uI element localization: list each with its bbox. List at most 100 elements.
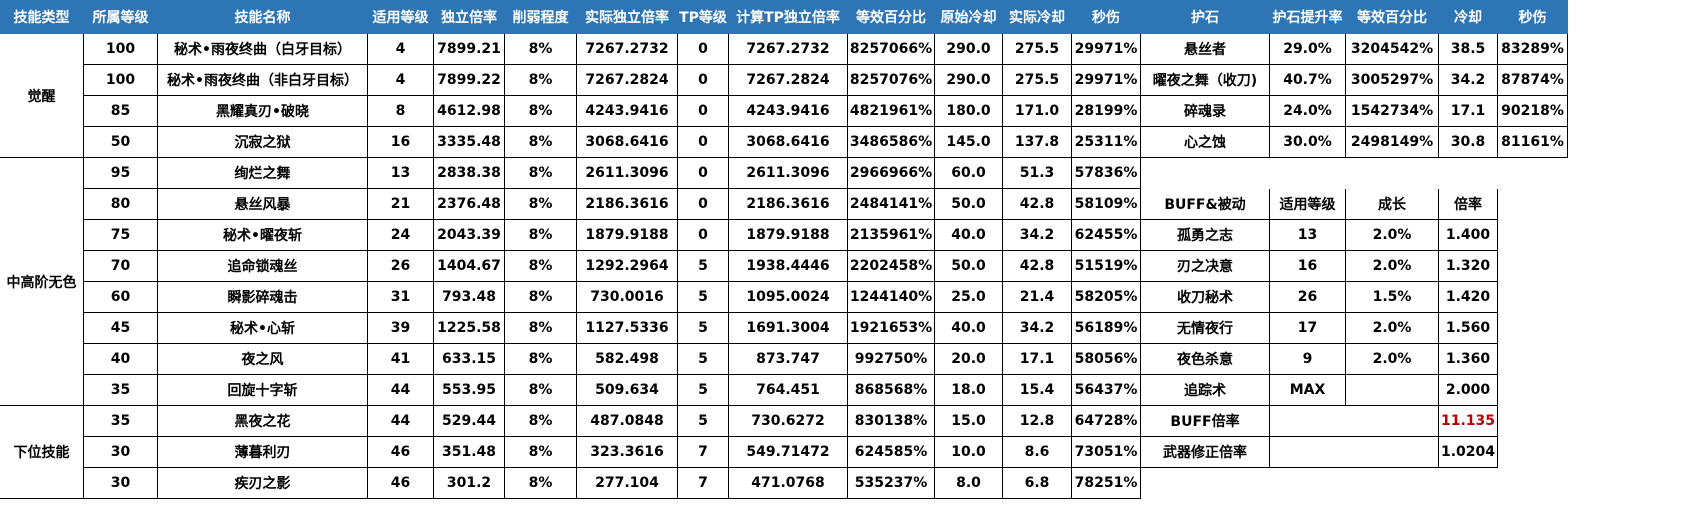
header-cell[interactable]: 技能名称 (158, 0, 368, 34)
weapon-label[interactable]: 武器修正倍率 (1141, 437, 1270, 468)
buff-cell[interactable]: 1.320 (1439, 251, 1498, 282)
skill-cell[interactable]: 7267.2732 (729, 34, 848, 65)
skill-cell[interactable]: 44 (368, 406, 434, 437)
skill-cell[interactable]: 26 (368, 251, 434, 282)
skill-cell[interactable]: 529.44 (434, 406, 505, 437)
stone-cell[interactable]: 悬丝者 (1141, 34, 1270, 65)
header-cell[interactable]: 计算TP独立倍率 (729, 0, 848, 34)
skill-cell[interactable]: 2376.48 (434, 189, 505, 220)
skill-cell[interactable]: 8% (505, 127, 577, 158)
buff-cell[interactable] (1346, 375, 1439, 406)
skill-cell[interactable]: 0 (678, 158, 729, 189)
skill-cell[interactable]: 44 (368, 375, 434, 406)
weapon-value[interactable]: 1.0204 (1439, 437, 1498, 468)
skill-cell[interactable]: 5 (678, 313, 729, 344)
skill-cell[interactable]: 992750% (848, 344, 935, 375)
skill-cell[interactable]: 24 (368, 220, 434, 251)
skill-cell[interactable]: 2202458% (848, 251, 935, 282)
skill-cell[interactable]: 30 (84, 468, 158, 499)
skill-cell[interactable]: 10.0 (935, 437, 1003, 468)
skill-cell[interactable]: 535237% (848, 468, 935, 499)
buff-cell[interactable]: 2.0% (1346, 313, 1439, 344)
stone-cell[interactable]: 曜夜之舞（收刀) (1141, 65, 1270, 96)
buff-cell[interactable]: 夜色杀意 (1141, 344, 1270, 375)
skill-cell[interactable]: 62455% (1072, 220, 1141, 251)
skill-cell[interactable]: 58056% (1072, 344, 1141, 375)
stone-cell[interactable]: 30.0% (1270, 127, 1346, 158)
skill-cell[interactable]: 8% (505, 406, 577, 437)
skill-cell[interactable]: 4821961% (848, 96, 935, 127)
skill-cell[interactable]: 57836% (1072, 158, 1141, 189)
skill-cell[interactable]: 2484141% (848, 189, 935, 220)
skill-cell[interactable]: 3486586% (848, 127, 935, 158)
stone-header-cell[interactable]: 护石 (1141, 0, 1270, 34)
skill-cell[interactable]: 8% (505, 158, 577, 189)
skill-cell[interactable]: 21.4 (1003, 282, 1072, 313)
stone-cell[interactable]: 38.5 (1439, 34, 1498, 65)
skill-cell[interactable]: 40.0 (935, 220, 1003, 251)
skill-cell[interactable]: 悬丝风暴 (158, 189, 368, 220)
skill-cell[interactable]: 8% (505, 96, 577, 127)
skill-cell[interactable]: 60.0 (935, 158, 1003, 189)
blank-cell[interactable] (1270, 406, 1439, 437)
skill-cell[interactable]: 绚烂之舞 (158, 158, 368, 189)
skill-cell[interactable]: 7899.21 (434, 34, 505, 65)
skill-cell[interactable]: 30 (84, 437, 158, 468)
buff-cell[interactable]: 26 (1270, 282, 1346, 313)
buff-cell[interactable]: 2.0% (1346, 251, 1439, 282)
buff-cell[interactable]: 追踪术 (1141, 375, 1270, 406)
stone-header-cell[interactable]: 护石提升率 (1270, 0, 1346, 34)
header-cell[interactable]: 独立倍率 (434, 0, 505, 34)
buff-cell[interactable]: 2.0% (1346, 344, 1439, 375)
skill-cell[interactable]: 2043.39 (434, 220, 505, 251)
skill-cell[interactable]: 7 (678, 468, 729, 499)
skill-cell[interactable]: 5 (678, 406, 729, 437)
stone-header-cell[interactable]: 冷却 (1439, 0, 1498, 34)
buff-cell[interactable]: MAX (1270, 375, 1346, 406)
skill-cell[interactable]: 1879.9188 (729, 220, 848, 251)
skill-cell[interactable]: 7267.2824 (729, 65, 848, 96)
skill-cell[interactable]: 1921653% (848, 313, 935, 344)
buff-cell[interactable]: 2.0% (1346, 220, 1439, 251)
skill-cell[interactable]: 58205% (1072, 282, 1141, 313)
skill-cell[interactable]: 549.71472 (729, 437, 848, 468)
buff-cell[interactable]: 无情夜行 (1141, 313, 1270, 344)
skill-cell[interactable]: 73051% (1072, 437, 1141, 468)
skill-cell[interactable]: 15.4 (1003, 375, 1072, 406)
skill-cell[interactable]: 64728% (1072, 406, 1141, 437)
buff-total-label[interactable]: BUFF倍率 (1141, 406, 1270, 437)
header-cell[interactable]: 原始冷却 (935, 0, 1003, 34)
buff-header-cell[interactable]: 倍率 (1439, 189, 1498, 220)
buff-cell[interactable]: 17 (1270, 313, 1346, 344)
header-cell[interactable]: 适用等级 (368, 0, 434, 34)
stone-cell[interactable]: 3005297% (1346, 65, 1439, 96)
skill-cell[interactable]: 7267.2824 (577, 65, 678, 96)
header-cell[interactable]: 削弱程度 (505, 0, 577, 34)
skill-cell[interactable]: 3068.6416 (729, 127, 848, 158)
skill-cell[interactable]: 1404.67 (434, 251, 505, 282)
skill-cell[interactable]: 7267.2732 (577, 34, 678, 65)
buff-cell[interactable]: 1.360 (1439, 344, 1498, 375)
skill-cell[interactable]: 8% (505, 468, 577, 499)
skill-cell[interactable]: 75 (84, 220, 158, 251)
skill-cell[interactable]: 疾刃之影 (158, 468, 368, 499)
stone-cell[interactable]: 24.0% (1270, 96, 1346, 127)
skill-cell[interactable]: 46 (368, 437, 434, 468)
skill-cell[interactable]: 1691.3004 (729, 313, 848, 344)
skill-cell[interactable]: 624585% (848, 437, 935, 468)
skill-cell[interactable]: 78251% (1072, 468, 1141, 499)
skill-cell[interactable]: 60 (84, 282, 158, 313)
skill-cell[interactable]: 6.8 (1003, 468, 1072, 499)
skill-cell[interactable]: 13 (368, 158, 434, 189)
skill-cell[interactable]: 17.1 (1003, 344, 1072, 375)
skill-cell[interactable]: 95 (84, 158, 158, 189)
skill-group-cell[interactable]: 中高阶无色 (0, 158, 84, 406)
buff-cell[interactable]: 1.420 (1439, 282, 1498, 313)
skill-cell[interactable]: 730.0016 (577, 282, 678, 313)
skill-cell[interactable]: 8 (368, 96, 434, 127)
skill-cell[interactable]: 12.8 (1003, 406, 1072, 437)
buff-total-value[interactable]: 11.135 (1439, 406, 1498, 437)
skill-cell[interactable]: 51519% (1072, 251, 1141, 282)
skill-cell[interactable]: 145.0 (935, 127, 1003, 158)
skill-cell[interactable]: 5 (678, 344, 729, 375)
